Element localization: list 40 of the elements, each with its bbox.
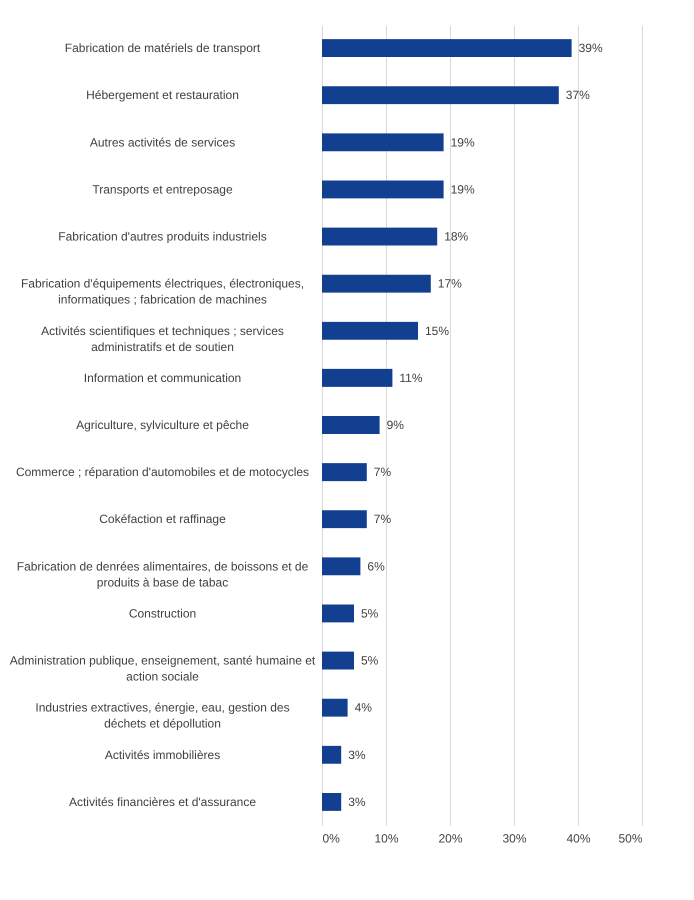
- data-label: 7%: [374, 465, 392, 480]
- data-label: 3%: [348, 794, 366, 809]
- y-tick-label: Fabrication d'autres produits industriels: [58, 230, 267, 244]
- data-label: 19%: [450, 182, 475, 196]
- x-tick-label: 20%: [438, 832, 463, 846]
- y-tick-label: Activités financières et d'assurance: [68, 794, 256, 809]
- data-label: 7%: [374, 512, 392, 526]
- y-tick-label: Autres activités de services: [90, 135, 236, 150]
- y-tick-label: Cokéfaction et raffinage: [99, 512, 226, 526]
- y-tick-label: Information et communication: [84, 370, 242, 385]
- y-tick-label: Activités scientifiques et techniques ; services administratifs et de soutien: [41, 324, 284, 354]
- data-label: 18%: [444, 230, 469, 244]
- data-label: 4%: [354, 700, 372, 715]
- x-tick-label: 40%: [566, 832, 591, 846]
- data-label: 5%: [361, 654, 379, 668]
- y-tick-label: Activités immobilières: [104, 748, 220, 762]
- x-tick-label: 0%: [322, 832, 340, 846]
- data-label: 5%: [361, 606, 379, 620]
- y-tick-label: Hébergement et restauration: [86, 88, 239, 102]
- x-tick-label: 50%: [618, 832, 643, 846]
- y-tick-label: Industries extractives, énergie, eau, gestion des déchets et dépollution: [35, 700, 290, 731]
- data-label: 39%: [578, 41, 603, 56]
- y-tick-label: Agriculture, sylviculture et pêche: [76, 418, 250, 432]
- data-label: 9%: [386, 418, 404, 432]
- data-label: 11%: [399, 370, 423, 385]
- x-tick-label: 30%: [502, 832, 527, 846]
- y-tick-label: Fabrication de matériels de transport: [64, 41, 261, 56]
- data-label: 15%: [425, 324, 450, 338]
- y-tick-label: Administration publique, enseignement, santé humaine et action sociale: [10, 654, 316, 684]
- y-tick-label: Fabrication d'équipements électriques, électroniques, informatiques ; fabrication de machines: [20, 276, 304, 307]
- x-tick-label: 10%: [374, 832, 399, 846]
- y-tick-label: Fabrication de denrées alimentaires, de boissons et de produits à base de tabac: [16, 559, 309, 590]
- data-label: 3%: [348, 748, 366, 762]
- data-label: 37%: [566, 88, 590, 102]
- data-label: 19%: [450, 135, 475, 150]
- y-tick-label: Commerce ; réparation d'automobiles et de motocycles: [16, 465, 310, 480]
- data-label: 6%: [367, 559, 386, 574]
- y-tick-label: Transports et entreposage: [92, 182, 233, 196]
- data-label: 17%: [438, 276, 462, 291]
- y-tick-label: Construction: [128, 606, 196, 620]
